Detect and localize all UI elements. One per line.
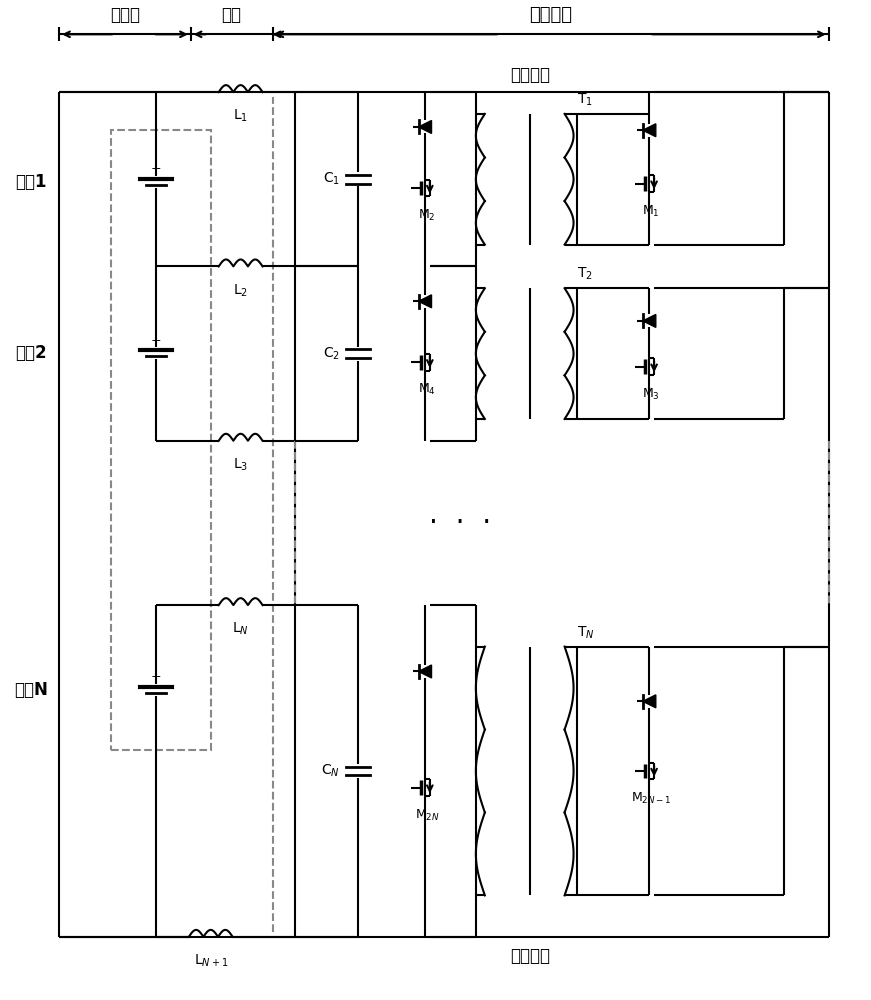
Text: M$_2$: M$_2$: [418, 208, 436, 223]
Text: M$_4$: M$_4$: [418, 382, 436, 397]
Text: T$_N$: T$_N$: [577, 624, 594, 641]
Text: L$_3$: L$_3$: [233, 457, 248, 473]
Polygon shape: [419, 665, 431, 678]
Text: C$_N$: C$_N$: [321, 763, 341, 779]
Text: M$_{2N-1}$: M$_{2N-1}$: [631, 791, 672, 806]
Text: M$_1$: M$_1$: [643, 204, 660, 219]
Text: L$_N$: L$_N$: [233, 621, 249, 637]
Text: T$_1$: T$_1$: [577, 92, 592, 108]
Text: C$_2$: C$_2$: [323, 345, 341, 362]
Text: T$_2$: T$_2$: [577, 266, 592, 282]
Text: 电池组: 电池组: [110, 6, 140, 24]
Text: 电池组负: 电池组负: [510, 947, 550, 965]
Text: 均衡电路: 均衡电路: [529, 6, 572, 24]
Text: C$_1$: C$_1$: [323, 171, 341, 187]
Polygon shape: [643, 695, 656, 708]
Text: +: +: [151, 334, 161, 347]
Text: ·  ·  ·: · · ·: [429, 509, 491, 537]
Polygon shape: [643, 124, 656, 137]
Text: 导线: 导线: [221, 6, 241, 24]
Text: M$_{2N}$: M$_{2N}$: [415, 807, 440, 823]
Text: +: +: [151, 670, 161, 683]
Polygon shape: [419, 120, 431, 133]
Text: L$_2$: L$_2$: [233, 282, 248, 299]
Text: 电池N: 电池N: [14, 681, 48, 699]
Polygon shape: [643, 314, 656, 327]
Text: +: +: [151, 162, 161, 175]
Text: 电池1: 电池1: [16, 173, 47, 191]
Text: 电池2: 电池2: [16, 344, 47, 362]
Polygon shape: [419, 295, 431, 308]
Text: M$_3$: M$_3$: [643, 387, 660, 402]
Text: 电池组正: 电池组正: [510, 66, 550, 84]
Text: L$_{N+1}$: L$_{N+1}$: [193, 953, 228, 969]
Text: L$_1$: L$_1$: [233, 108, 248, 124]
